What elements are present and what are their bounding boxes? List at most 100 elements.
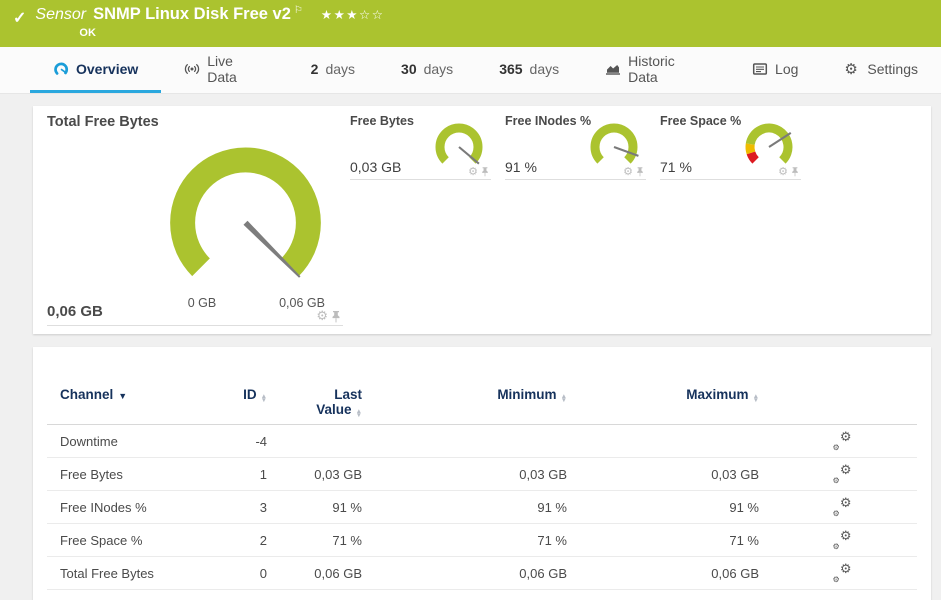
channel-name: Free INodes % — [60, 499, 147, 515]
channel-table-card: Channel ▼ ID ▲ ▼ Last Value ▲ ▼ Minimum ▲ ▼ Max… — [33, 347, 931, 600]
column-header-last-value[interactable]: Last Value ▲ ▼ — [316, 387, 362, 420]
channel-settings-icon[interactable]: ⚙ ⚙ — [832, 462, 852, 485]
table-row[interactable]: Free Bytes 1 0,03 GB 0,03 GB 0,03 GB ⚙ ⚙ — [47, 458, 917, 491]
gauge-total-free-bytes[interactable]: Total Free Bytes 0 GB 0,06 GB 0,06 GB ⚙ — [47, 114, 343, 326]
channel-minimum: 71 % — [537, 532, 567, 548]
channel-minimum: 0,06 GB — [519, 565, 567, 581]
gauge-value: 71 % — [660, 159, 692, 175]
tab-30-days[interactable]: 30 days — [378, 47, 476, 93]
gauge-icon — [53, 61, 69, 77]
tab-live-data[interactable]: Live Data — [161, 47, 287, 93]
channel-id: 3 — [259, 499, 267, 515]
channel-settings-icon[interactable]: ⚙ ⚙ — [832, 429, 852, 452]
area-chart-icon — [605, 61, 621, 77]
column-header-maximum[interactable]: Maximum ▲ ▼ — [686, 387, 759, 405]
column-header-id[interactable]: ID ▲ ▼ — [243, 387, 267, 405]
gauge-settings-icon[interactable]: ⚙ — [623, 165, 633, 178]
channel-minimum: 0,03 GB — [519, 466, 567, 482]
tab-day-count: 365 — [499, 60, 523, 77]
channel-name: Free Space % — [60, 532, 143, 548]
channel-table-body: Downtime -4 ⚙ ⚙ Free Bytes 1 0,03 GB 0,03… — [47, 425, 917, 590]
gauge-title: Free Bytes — [350, 114, 414, 128]
gauge-title: Total Free Bytes — [47, 114, 159, 130]
tab-label: Log — [775, 60, 799, 77]
channel-name: Free Bytes — [60, 466, 123, 482]
gauge-free-space[interactable]: Free Space % 71 % ⚙ — [660, 114, 801, 180]
gauge-scale-min: 0 GB — [187, 296, 217, 310]
channel-last-value: 0,06 GB — [314, 565, 362, 581]
gauges-card: Total Free Bytes 0 GB 0,06 GB 0,06 GB ⚙ … — [33, 106, 931, 334]
page-content: Total Free Bytes 0 GB 0,06 GB 0,06 GB ⚙ … — [0, 94, 941, 600]
tab-day-count: 2 — [310, 60, 319, 77]
channel-maximum: 0,06 GB — [711, 565, 759, 581]
tab-label: Overview — [76, 60, 139, 77]
gauge-dial — [590, 123, 639, 164]
pin-icon[interactable] — [636, 166, 644, 177]
tab-settings[interactable]: ⚙ Settings — [821, 47, 941, 93]
gauge-scale-max: 0,06 GB — [279, 296, 325, 310]
tab-log[interactable]: Log — [729, 47, 821, 93]
channel-last-value: 71 % — [332, 532, 362, 548]
sort-icon: ▲ ▼ — [260, 393, 267, 405]
column-header-minimum[interactable]: Minimum ▲ ▼ — [497, 387, 567, 405]
channel-settings-icon[interactable]: ⚙ ⚙ — [832, 561, 852, 584]
sort-icon: ▲ ▼ — [752, 393, 759, 405]
status-badge: OK — [79, 27, 96, 39]
pin-icon[interactable] — [331, 310, 341, 323]
gauge-dial — [745, 123, 793, 164]
gauge-free-inodes[interactable]: Free INodes % 91 % ⚙ — [505, 114, 646, 180]
channel-last-value: 0,03 GB — [314, 466, 362, 482]
tab-bar: Overview Live Data 2 days 30 days 365 da… — [0, 47, 941, 94]
tab-label: days — [529, 60, 560, 77]
channel-table-header: Channel ▼ ID ▲ ▼ Last Value ▲ ▼ Minimum ▲ ▼ Max… — [47, 347, 917, 425]
gear-icon: ⚙ — [844, 59, 858, 78]
tab-day-count: 30 — [401, 60, 417, 77]
gauge-value: 91 % — [505, 159, 537, 175]
table-row[interactable]: Free INodes % 3 91 % 91 % 91 % ⚙ ⚙ — [47, 491, 917, 524]
channel-id: 2 — [259, 532, 267, 548]
gauge-free-bytes[interactable]: Free Bytes 0,03 GB ⚙ — [350, 114, 491, 180]
sort-icon: ▲ ▼ — [560, 393, 567, 405]
tab-overview[interactable]: Overview — [30, 47, 162, 93]
table-row[interactable]: Free Space % 2 71 % 71 % 71 % ⚙ ⚙ — [47, 524, 917, 557]
gauge-settings-icon[interactable]: ⚙ — [468, 165, 478, 178]
table-row[interactable]: Total Free Bytes 0 0,06 GB 0,06 GB 0,06 … — [47, 557, 917, 590]
object-kind-label: Sensor — [35, 6, 87, 23]
gauge-settings-icon[interactable]: ⚙ — [778, 165, 788, 178]
gauge-settings-icon[interactable]: ⚙ — [316, 309, 328, 324]
gauge-title: Free INodes % — [505, 114, 592, 128]
pin-icon[interactable] — [791, 166, 799, 177]
channel-minimum: 91 % — [537, 499, 567, 515]
channel-last-value: 91 % — [332, 499, 362, 515]
channel-maximum: 71 % — [729, 532, 759, 548]
channel-settings-icon[interactable]: ⚙ ⚙ — [832, 528, 852, 551]
column-header-channel[interactable]: Channel ▼ — [60, 387, 128, 402]
tab-label: Live Data — [207, 52, 237, 85]
pin-icon[interactable] — [481, 166, 489, 177]
table-row[interactable]: Downtime -4 ⚙ ⚙ — [47, 425, 917, 458]
channel-name: Downtime — [60, 433, 118, 449]
channel-name: Total Free Bytes — [60, 565, 154, 581]
sensor-title: SNMP Linux Disk Free v2 — [93, 5, 291, 23]
check-icon: ✓ — [13, 10, 27, 27]
tab-label: days — [325, 60, 356, 77]
tab-2-days[interactable]: 2 days — [288, 47, 378, 93]
channel-id: 1 — [259, 466, 267, 482]
tab-label: Settings — [867, 60, 918, 77]
channel-maximum: 91 % — [729, 499, 759, 515]
tab-historic-data[interactable]: Historic Data — [582, 47, 729, 93]
sort-desc-icon: ▼ — [118, 391, 128, 401]
sensor-status-bar: ✓ Sensor SNMP Linux Disk Free v2 ⚐ ★★★☆☆… — [0, 0, 941, 47]
broadcast-icon — [184, 61, 200, 77]
channel-maximum: 0,03 GB — [711, 466, 759, 482]
tab-365-days[interactable]: 365 days — [476, 47, 582, 93]
gauge-dial — [170, 147, 321, 278]
priority-rating[interactable]: ★★★☆☆ — [320, 8, 385, 22]
gauge-value: 0,03 GB — [350, 159, 402, 175]
tab-label: Historic Data — [628, 52, 675, 85]
flag-icon[interactable]: ⚐ — [293, 5, 303, 16]
gauge-dial — [435, 123, 483, 165]
channel-settings-icon[interactable]: ⚙ ⚙ — [832, 495, 852, 518]
channel-id: -4 — [255, 433, 267, 449]
sort-icon: ▲ ▼ — [355, 408, 362, 420]
